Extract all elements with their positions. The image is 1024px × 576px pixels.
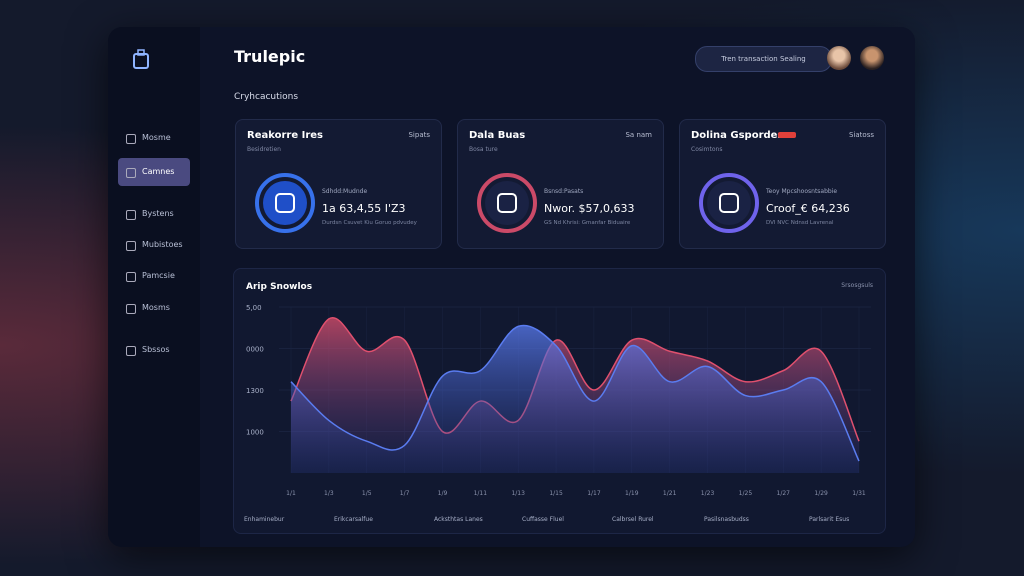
footer-label: Acksthtas Lanes <box>434 516 483 523</box>
x-tick-label: 1/11 <box>474 490 488 497</box>
x-tick-label: 1/5 <box>362 490 372 497</box>
card-title: Dala Buas <box>469 130 526 141</box>
x-tick-label: 1/29 <box>814 490 828 497</box>
stat-card: Dolina Gspordes Cosimtons Siatoss Teoy Mpcs… <box>679 119 886 249</box>
card-icon <box>477 173 537 233</box>
card-subtitle: Bosa ture <box>469 146 498 153</box>
x-tick-label: 1/25 <box>739 490 753 497</box>
icon-core <box>485 181 529 225</box>
card-label: Bsnsd:Pasats <box>544 188 584 195</box>
icon-core <box>263 181 307 225</box>
y-tick-label: 1000 <box>246 429 264 437</box>
card-caption: Durdsn Csuvet Kiu Goruo pdvudey <box>322 220 417 226</box>
x-tick-label: 1/17 <box>587 490 601 497</box>
chart: Arip Snowlos Srsosgsuls 1000 1300 0000 5,00 1/… <box>244 282 873 523</box>
tag <box>778 132 796 138</box>
footer-label: Enhaminebur <box>244 516 285 523</box>
x-tick-label: 1/23 <box>701 490 715 497</box>
x-tick-label: 1/7 <box>400 490 410 497</box>
x-tick-label: 1/3 <box>324 490 334 497</box>
footer-label: Cuffasse Fluel <box>522 516 564 523</box>
icon-glow <box>255 173 315 233</box>
footer-label: Calbrsel Rurel <box>612 516 654 523</box>
x-tick-label: 1/27 <box>777 490 791 497</box>
y-tick-label: 5,00 <box>246 304 262 312</box>
card-value: Croof_€ 64,236 <box>766 202 850 215</box>
icon-core <box>707 181 751 225</box>
avatar[interactable] <box>827 46 851 70</box>
chart-title: Arip Snowlos <box>246 282 312 292</box>
logo <box>133 49 149 69</box>
app-window: Mosme Camnes Bystens Mubistoes Pamcsie Mosms S… <box>108 27 915 547</box>
search-box[interactable]: Tren transaction Sealing <box>695 46 832 72</box>
x-tick-label: 1/15 <box>549 490 563 497</box>
area <box>291 325 859 473</box>
x-tick-label: 1/1 <box>286 490 296 497</box>
nav-item[interactable]: Sbssos <box>118 336 190 364</box>
nav-item[interactable]: Bystens <box>118 200 190 228</box>
card-icon <box>255 173 315 233</box>
card-icon <box>699 173 759 233</box>
card-subtitle: Besidretien <box>247 146 281 153</box>
icon-glyph <box>719 193 739 213</box>
card-badge: Siatoss <box>849 131 874 139</box>
icon-glow <box>699 173 759 233</box>
card-title: Dolina Gspordes <box>691 130 784 141</box>
card-subtitle: Cosimtons <box>691 146 723 153</box>
footer-label: Pasilsnasbudss <box>704 516 749 523</box>
nav-item[interactable]: Camnes <box>118 158 190 186</box>
stat-card: Dala Buas Bosa ture Sa nam Bsnsd:Pasats Nwor… <box>457 119 664 249</box>
card-title: Reakorre Ires <box>247 130 323 141</box>
card-badge: Sipats <box>408 131 430 139</box>
x-tick-label: 1/9 <box>438 490 448 497</box>
chart-panel: Arip Snowlos Srsosgsuls 1000 1300 0000 5,00 1/… <box>233 268 886 534</box>
nav-item[interactable]: Mosms <box>118 294 190 322</box>
x-tick-label: 1/13 <box>511 490 525 497</box>
x-tick-label: 1/31 <box>852 490 866 497</box>
stat-card: Reakorre Ires Besidretien Sipats Sdhdd:Mudn… <box>235 119 442 249</box>
footer-label: Parlsarit Esus <box>809 516 849 523</box>
icon-glow <box>477 173 537 233</box>
card-badge: Sa nam <box>625 131 652 139</box>
section-title: Cryhcacutions <box>234 92 299 102</box>
x-tick-label: 1/19 <box>625 490 639 497</box>
icon-glyph <box>497 193 517 213</box>
nav-item[interactable]: Mosme <box>118 124 190 152</box>
card-label: Teoy Mpcshoosntsabbie <box>766 188 838 195</box>
sidebar: Mosme Camnes Bystens Mubistoes Pamcsie Mosms S… <box>108 27 200 547</box>
card-caption: GS Nd Khrisi: Gmanfar Biduaire <box>544 220 631 226</box>
app-title: Trulepic <box>234 47 306 66</box>
card-value: Nwor. $57,0,633 <box>544 202 635 215</box>
card-value: 1a 63,4,55 I'Z3 <box>322 202 406 215</box>
footer-label: Erikcarsalfue <box>334 516 373 523</box>
card-caption: DVI NVC Ndnsd Lavrenal <box>766 220 834 226</box>
y-tick-label: 1300 <box>246 387 264 395</box>
card-label: Sdhdd:Mudnde <box>322 188 368 195</box>
chart-note: Srsosgsuls <box>841 282 873 289</box>
x-tick-label: 1/21 <box>663 490 677 497</box>
nav-item[interactable]: Mubistoes <box>118 231 190 259</box>
nav-item[interactable]: Pamcsie <box>118 262 190 290</box>
line <box>290 316 860 442</box>
icon-glyph <box>275 193 295 213</box>
avatar[interactable] <box>860 46 884 70</box>
y-tick-label: 0000 <box>246 346 264 354</box>
line <box>290 324 860 462</box>
